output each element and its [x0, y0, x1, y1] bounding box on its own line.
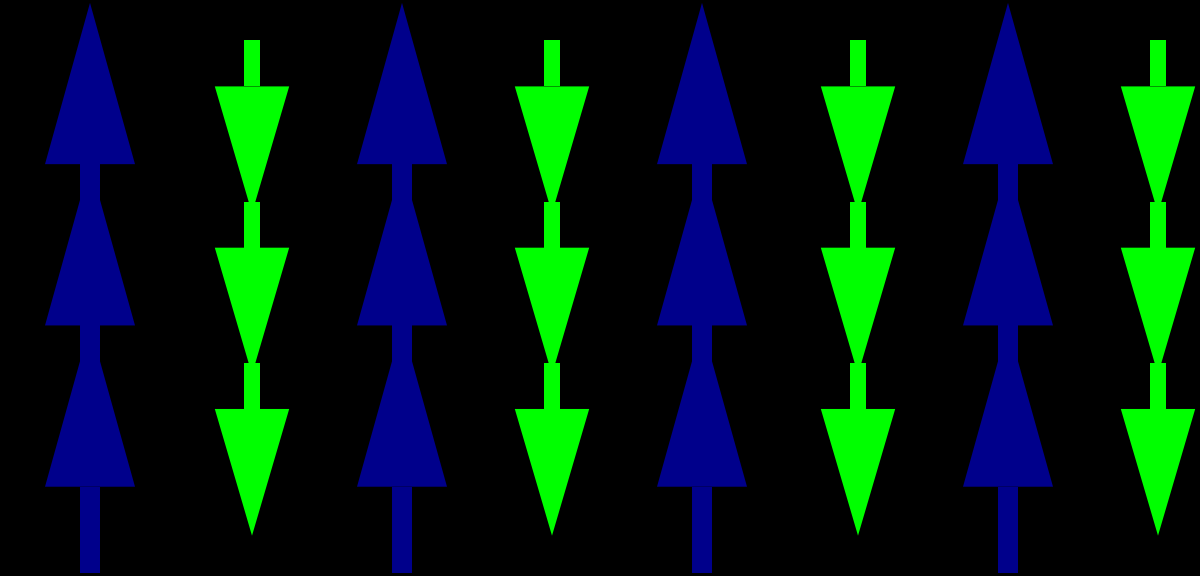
Bar — [392, 325, 412, 412]
Polygon shape — [358, 164, 446, 325]
Polygon shape — [358, 3, 446, 164]
Polygon shape — [46, 3, 134, 164]
Bar — [851, 363, 866, 409]
Polygon shape — [46, 164, 134, 325]
Polygon shape — [215, 409, 289, 536]
Bar — [692, 325, 712, 412]
Bar — [545, 202, 560, 248]
Bar — [245, 40, 260, 86]
Bar — [1151, 202, 1166, 248]
Bar — [1151, 40, 1166, 86]
Bar — [545, 40, 560, 86]
Bar — [80, 164, 100, 251]
Polygon shape — [515, 86, 589, 213]
Bar — [692, 164, 712, 251]
Bar — [998, 325, 1018, 412]
Bar — [851, 40, 866, 86]
Bar — [851, 202, 866, 248]
Bar — [245, 363, 260, 409]
Bar — [1151, 363, 1166, 409]
Polygon shape — [964, 3, 1054, 164]
Polygon shape — [46, 325, 134, 487]
Polygon shape — [1121, 409, 1195, 536]
Bar — [392, 164, 412, 251]
Polygon shape — [964, 164, 1054, 325]
Polygon shape — [821, 86, 895, 213]
Polygon shape — [515, 409, 589, 536]
Polygon shape — [658, 325, 746, 487]
Polygon shape — [1121, 248, 1195, 374]
Polygon shape — [215, 86, 289, 213]
Polygon shape — [964, 325, 1054, 487]
Bar — [80, 325, 100, 412]
Bar — [80, 487, 100, 573]
Polygon shape — [515, 248, 589, 374]
Polygon shape — [821, 248, 895, 374]
Bar — [392, 487, 412, 573]
Bar — [245, 202, 260, 248]
Bar — [545, 363, 560, 409]
Polygon shape — [821, 409, 895, 536]
Bar — [998, 487, 1018, 573]
Bar — [998, 164, 1018, 251]
Polygon shape — [358, 325, 446, 487]
Polygon shape — [658, 164, 746, 325]
Polygon shape — [215, 248, 289, 374]
Polygon shape — [1121, 86, 1195, 213]
Bar — [692, 487, 712, 573]
Polygon shape — [658, 3, 746, 164]
